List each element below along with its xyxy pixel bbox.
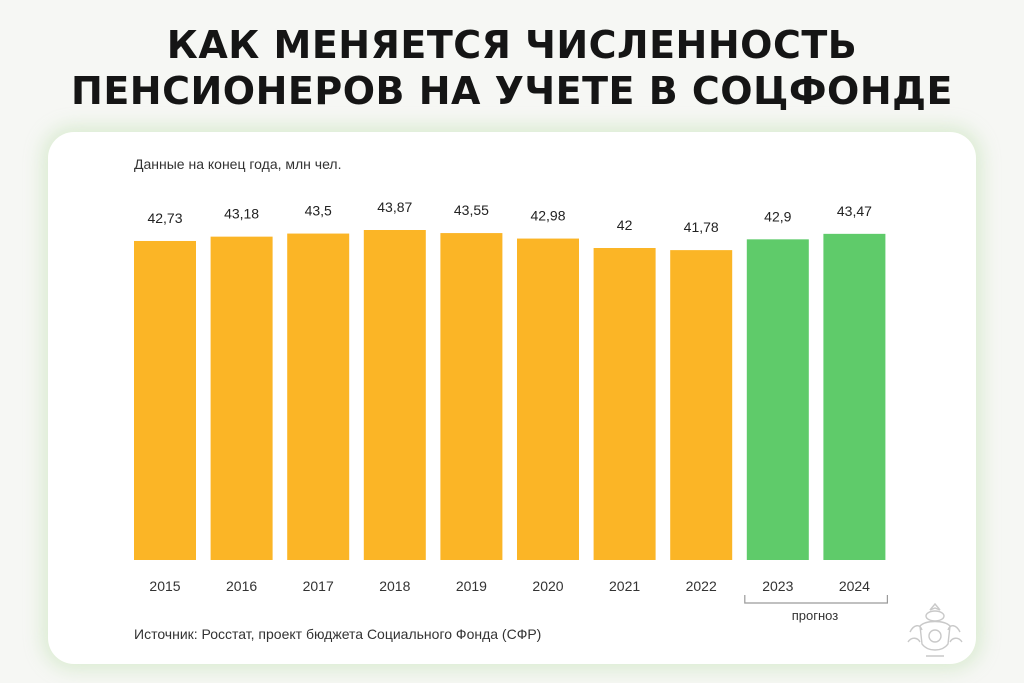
value-label-2023: 42,9 <box>764 208 791 224</box>
forecast-label: прогноз <box>791 608 839 623</box>
bar-2018 <box>363 230 426 560</box>
x-tick-label-2022: 2022 <box>686 578 717 594</box>
bar-2015 <box>134 240 196 560</box>
title-line-1: КАК МЕНЯЕТСЯ ЧИСЛЕННОСТЬ <box>166 23 858 67</box>
bar-2016 <box>210 236 273 560</box>
value-label-2015: 42,73 <box>147 210 182 226</box>
bar-2022 <box>670 250 733 560</box>
bar-2023 <box>746 239 809 560</box>
value-label-2024: 43,47 <box>837 203 872 219</box>
title-line-2: ПЕНСИОНЕРОВ НА УЧЕТЕ В СОЦФОНДЕ <box>71 69 953 113</box>
x-tick-label-2017: 2017 <box>303 578 334 594</box>
x-tick-label-2018: 2018 <box>379 578 410 594</box>
value-label-2019: 43,55 <box>454 202 489 218</box>
x-tick-label-2016: 2016 <box>226 578 257 594</box>
x-tick-label-2020: 2020 <box>532 578 563 594</box>
value-label-2020: 42,98 <box>530 208 565 224</box>
emblem-icon <box>907 602 963 657</box>
bar-2020 <box>517 238 579 561</box>
x-tick-label-2021: 2021 <box>609 578 640 594</box>
x-tick-label-2019: 2019 <box>456 578 487 594</box>
chart-card <box>48 132 976 664</box>
x-tick-label-2024: 2024 <box>839 578 870 594</box>
bar-2019 <box>440 233 503 561</box>
bar-2021 <box>593 248 656 560</box>
value-label-2021: 42 <box>617 217 633 233</box>
bar-2017 <box>287 233 350 560</box>
value-label-2017: 43,5 <box>305 203 332 219</box>
bar-2024 <box>823 233 886 560</box>
page-title: КАК МЕНЯЕТСЯ ЧИСЛЕННОСТЬ ПЕНСИОНЕРОВ НА … <box>0 22 1024 114</box>
x-tick-label-2015: 2015 <box>149 578 180 594</box>
value-label-2022: 41,78 <box>684 219 719 235</box>
source-note: Источник: Росстат, проект бюджета Социал… <box>134 626 542 642</box>
value-label-2016: 43,18 <box>224 206 259 222</box>
value-label-2018: 43,87 <box>377 199 412 215</box>
forecast-bracket <box>744 595 888 604</box>
chart-subtitle: Данные на конец года, млн чел. <box>134 156 342 172</box>
x-tick-label-2023: 2023 <box>762 578 793 594</box>
